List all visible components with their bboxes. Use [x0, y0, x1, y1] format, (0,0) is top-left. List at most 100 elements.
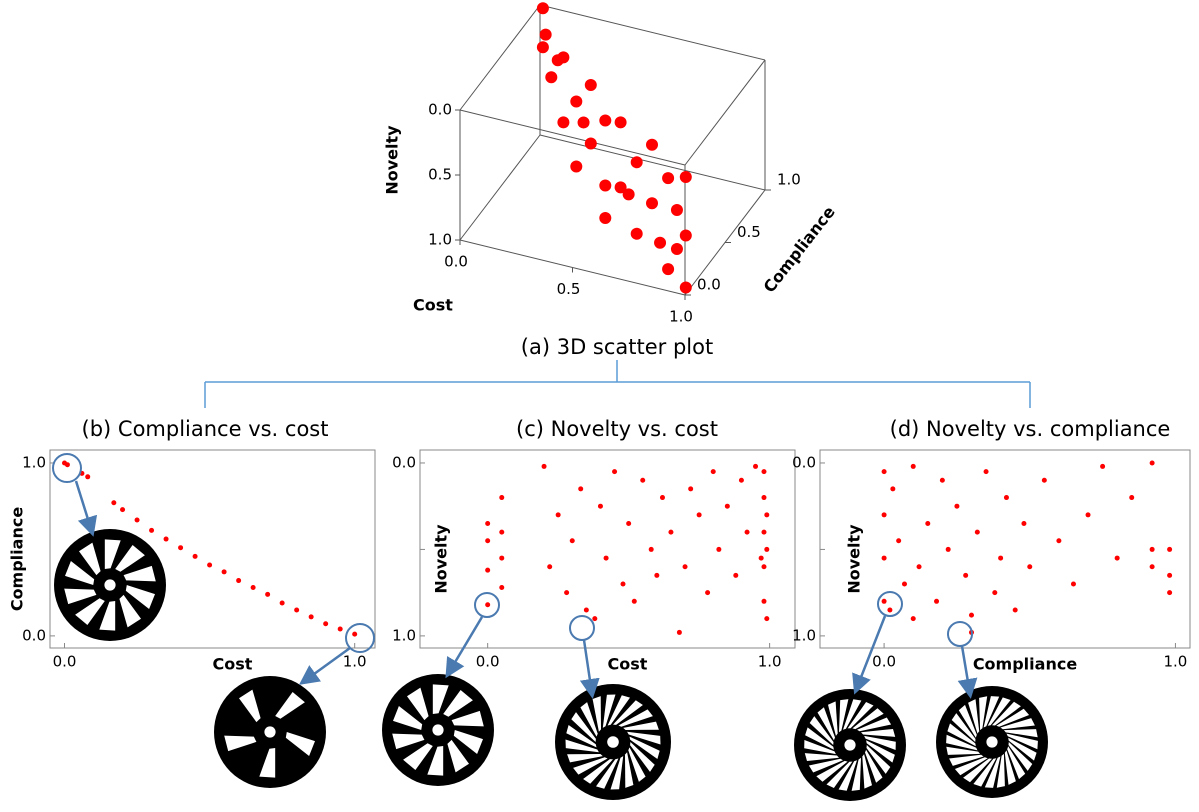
y-tick-label: 1.0 — [22, 453, 46, 471]
wheel-hole — [844, 739, 856, 751]
point — [881, 555, 887, 561]
point — [761, 529, 767, 535]
point — [597, 503, 603, 509]
point — [584, 78, 597, 91]
wheel-slot — [79, 542, 101, 576]
point — [1114, 555, 1120, 561]
point — [662, 263, 675, 276]
wheel-slot — [392, 733, 425, 750]
y-tick-label: 1.0 — [392, 626, 416, 644]
x-tick-label: 1.0 — [758, 653, 782, 671]
box-edge — [539, 4, 766, 61]
highlight-circle — [345, 623, 375, 653]
plot-frame — [819, 449, 1191, 649]
point — [499, 584, 505, 590]
point — [764, 616, 770, 622]
wheel-image — [936, 686, 1048, 798]
point — [599, 211, 612, 224]
point — [983, 469, 989, 475]
wheel-slot — [949, 754, 984, 766]
point — [764, 512, 770, 518]
point — [599, 114, 612, 127]
y-tick-label: 0.5 — [737, 223, 761, 241]
wheel-slot — [843, 699, 862, 730]
wheel-slot — [1004, 750, 1016, 785]
y-tick-label: 0.0 — [392, 453, 416, 471]
wheel-slot — [1006, 733, 1038, 750]
z-axis-label: Novelty — [383, 125, 402, 195]
wheel-slot — [954, 757, 988, 776]
bracket — [204, 360, 1031, 408]
point — [536, 41, 549, 54]
x-axis-label: Cost — [608, 655, 648, 674]
wheel-slot — [947, 723, 976, 747]
point — [612, 469, 618, 475]
wheel-slot — [123, 565, 156, 582]
point — [614, 116, 627, 129]
wheel-slot — [963, 758, 992, 783]
point — [646, 197, 658, 210]
wheel-slot — [861, 729, 896, 737]
wheel-slot — [610, 756, 624, 790]
point — [626, 520, 632, 526]
wheel-slot — [99, 601, 116, 631]
point — [716, 546, 722, 552]
point — [111, 500, 117, 506]
wheel-slot — [602, 694, 616, 728]
wheel-slot — [987, 697, 1011, 726]
point — [724, 503, 730, 509]
wheel-slot — [996, 753, 1005, 788]
wheel-slot — [865, 749, 883, 783]
point — [761, 598, 767, 604]
chart-title: (d) Novelty vs. compliance — [890, 417, 1171, 441]
wheel-slot — [451, 710, 484, 727]
point — [939, 477, 945, 483]
wheel-slot — [453, 730, 483, 754]
point — [925, 520, 931, 526]
point — [761, 564, 767, 570]
wheel-hole — [986, 736, 998, 748]
point — [916, 564, 922, 570]
wheel-slot — [946, 734, 978, 751]
wheel-slot — [864, 735, 896, 750]
point — [620, 581, 626, 587]
point — [603, 555, 609, 561]
point — [710, 469, 716, 475]
point — [761, 495, 767, 501]
wheel-slot — [817, 707, 835, 741]
point — [705, 590, 711, 596]
y-tick-label: 1.0 — [777, 171, 801, 189]
point — [1056, 538, 1062, 544]
wheel-hole — [432, 724, 444, 736]
wheel-slot — [1007, 746, 1026, 780]
wheel-slot — [627, 731, 661, 745]
point — [163, 536, 169, 542]
chart-title: (a) 3D scatter plot — [521, 335, 713, 359]
wheel-slot — [946, 746, 981, 755]
y-tick-label: 1.0 — [792, 626, 816, 644]
point — [570, 160, 583, 173]
wheel-slot — [1003, 729, 1038, 738]
point — [557, 116, 570, 129]
point — [1129, 495, 1135, 501]
wheel-slot — [607, 695, 630, 726]
point — [570, 95, 583, 108]
box-edge — [539, 134, 766, 191]
point — [499, 495, 505, 501]
plot-frame — [419, 449, 796, 649]
point — [1167, 572, 1173, 578]
wheel-slot — [125, 585, 155, 609]
point — [192, 553, 198, 559]
point — [323, 621, 329, 627]
point — [654, 236, 667, 249]
point — [599, 179, 612, 192]
point — [1012, 607, 1018, 613]
point — [998, 555, 1004, 561]
wheel-hole — [104, 579, 116, 591]
wheel-slot — [403, 743, 433, 770]
y-tick-label: 0.0 — [697, 276, 721, 294]
y-tick-label: 0.0 — [792, 453, 816, 471]
point — [485, 567, 491, 573]
wheel-slot — [432, 684, 449, 714]
